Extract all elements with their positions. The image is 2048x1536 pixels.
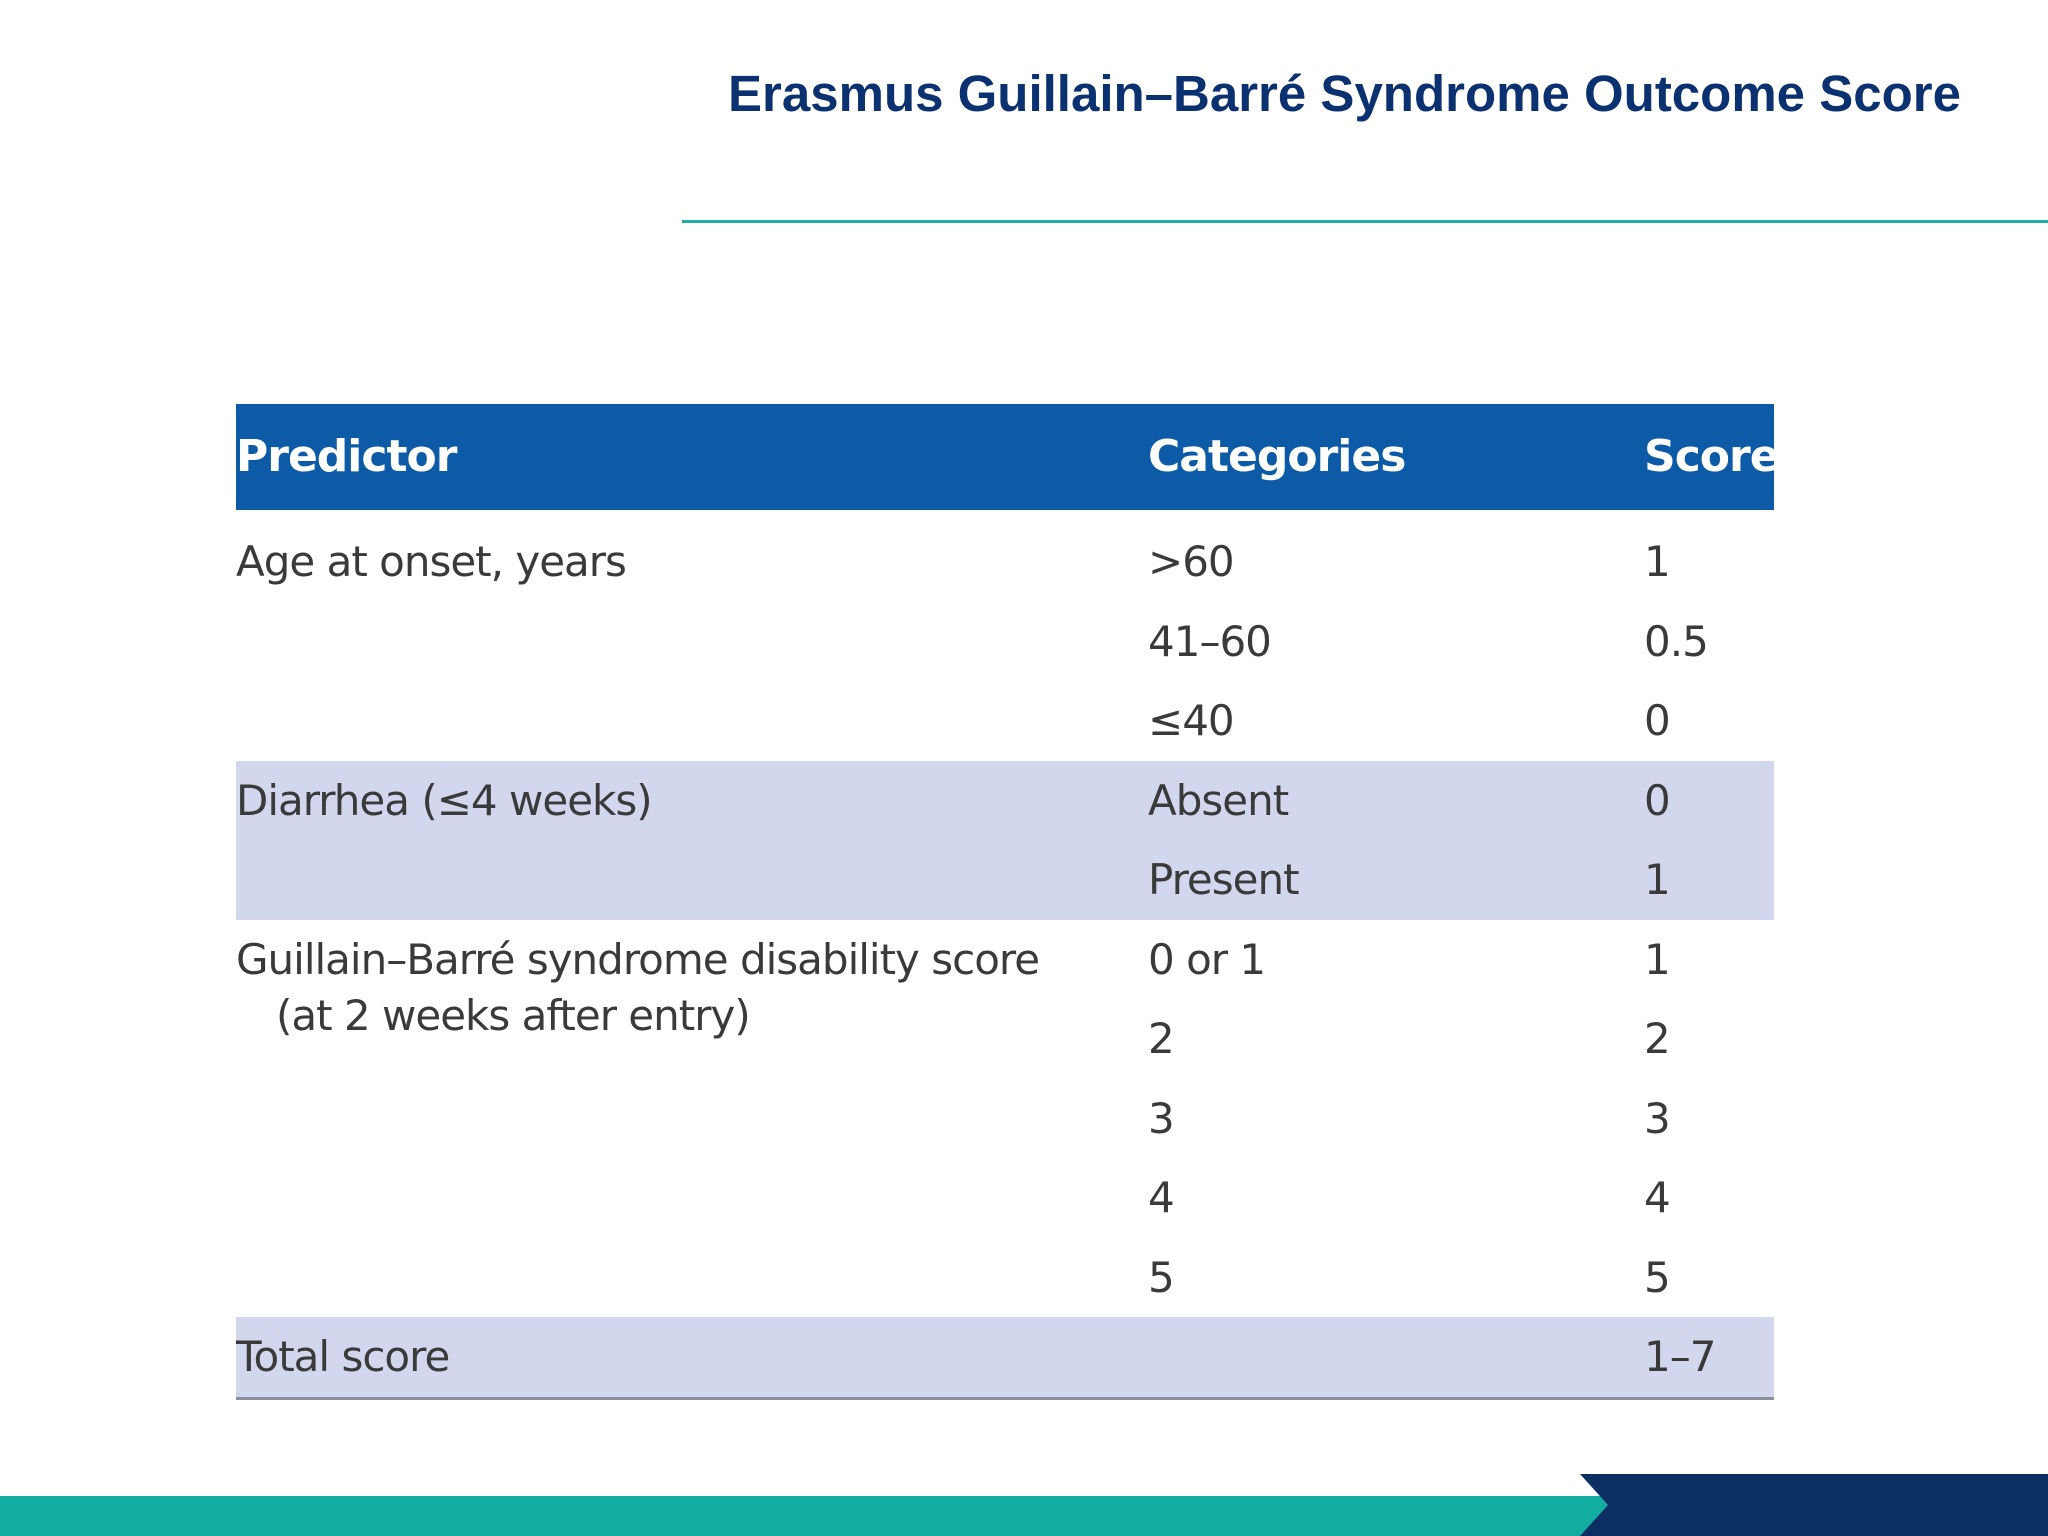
header-categories: Categories [1148, 431, 1406, 482]
header-score: Score [1644, 431, 1780, 482]
predictor-group: Total score 1–7 [236, 1317, 1774, 1397]
category-cell: 41–60 [1148, 616, 1272, 666]
predictor-group: Age at onset, years >60 1 41–60 0.5 ≤40 0 [236, 522, 1774, 761]
category-cell: >60 [1148, 537, 1235, 586]
table-row: 1–7 [236, 1317, 1774, 1397]
slide-title: Erasmus Guillain–Barré Syndrome Outcome … [728, 65, 1961, 122]
table-row: >60 1 [236, 522, 1774, 602]
predictor-name: Total score [236, 1332, 450, 1381]
predictor-label: Diarrhea (≤4 weeks) [236, 773, 653, 829]
score-cell: 2 [1644, 1014, 1671, 1063]
predictor-label: Age at onset, years [236, 534, 627, 590]
category-cell: 2 [1148, 1014, 1175, 1063]
score-cell: 1–7 [1644, 1332, 1716, 1381]
category-cell: 3 [1148, 1093, 1175, 1143]
score-cell: 0.5 [1644, 616, 1709, 666]
predictor-name: Diarrhea (≤4 weeks) [236, 775, 653, 825]
score-cell: 3 [1644, 1093, 1671, 1143]
table-row: Present 1 [236, 840, 1774, 920]
score-cell: 1 [1644, 934, 1671, 984]
category-cell: 5 [1148, 1252, 1175, 1302]
category-cell: 4 [1148, 1173, 1175, 1222]
score-cell: 1 [1644, 537, 1671, 586]
table-header: Predictor Categories Score [236, 404, 1780, 510]
header-spacer [236, 510, 1774, 522]
predictor-group: Guillain–Barré syndrome disability score… [236, 920, 1774, 1318]
header-predictor: Predictor [236, 431, 457, 482]
title-divider [682, 220, 2048, 223]
predictor-name: Age at onset, years [236, 537, 627, 586]
predictor-subtext: (at 2 weeks after entry) [276, 990, 751, 1040]
predictor-name: Guillain–Barré syndrome disability score [236, 934, 1040, 984]
score-table: Predictor Categories Score Age at onset,… [236, 404, 1780, 1400]
predictor-group: Diarrhea (≤4 weeks) Absent 0 Present 1 [236, 760, 1774, 920]
score-cell: 4 [1644, 1173, 1671, 1222]
category-cell: ≤40 [1148, 696, 1235, 745]
category-cell: Present [1148, 855, 1300, 904]
score-cell: 0 [1644, 696, 1671, 745]
score-cell: 0 [1644, 775, 1671, 825]
predictor-label: Guillain–Barré syndrome disability score… [236, 932, 1040, 1044]
table-row: ≤40 0 [236, 681, 1774, 761]
score-cell: 5 [1644, 1252, 1671, 1302]
table-row: 41–60 0.5 [236, 602, 1774, 682]
table-row: Absent 0 [236, 761, 1774, 841]
table-body: Age at onset, years >60 1 41–60 0.5 ≤40 0 Diarr… [236, 522, 1774, 1397]
predictor-label: Total score [236, 1329, 450, 1385]
table-bottom-rule [236, 1396, 1774, 1400]
category-cell: Absent [1148, 775, 1289, 825]
score-cell: 1 [1644, 855, 1671, 904]
category-cell: 0 or 1 [1148, 934, 1266, 984]
table-row: 0 or 1 1 [236, 920, 1774, 1000]
footer-navy-tab [1580, 1474, 2048, 1536]
